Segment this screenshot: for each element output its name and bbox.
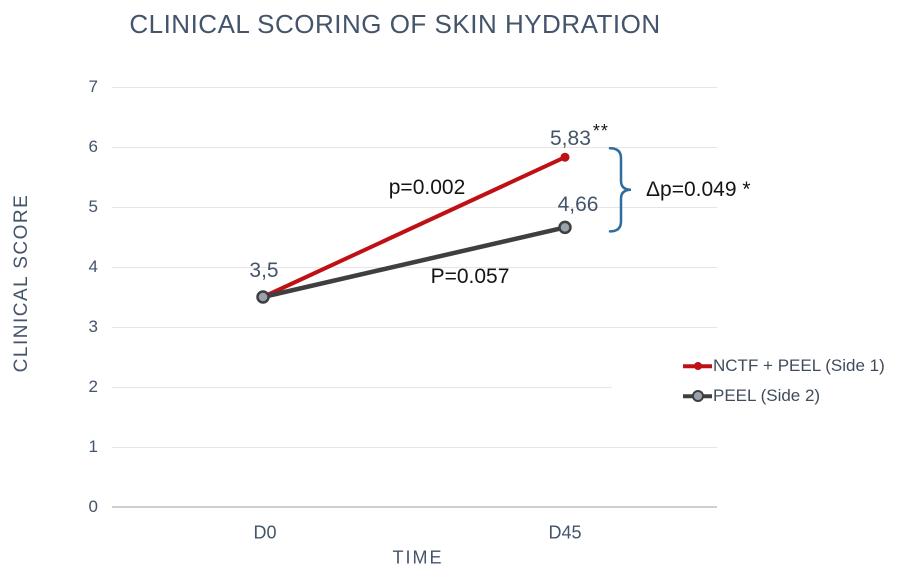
legend: NCTF + PEEL (Side 1) PEEL (Side 2)	[612, 349, 900, 413]
data-label-nctf-d45: 5,83 **	[550, 121, 609, 151]
x-axis-title: TIME	[392, 547, 444, 568]
legend-item-peel: PEEL (Side 2)	[612, 386, 900, 406]
y-tick-label: 3	[88, 317, 98, 336]
legend-marker-gray-line-circle-icon	[683, 390, 712, 402]
gridline	[112, 147, 717, 148]
gridline	[112, 387, 717, 388]
x-axis-baseline	[112, 506, 717, 508]
p-value-nctf: p=0.002	[388, 176, 466, 199]
marker-nctf-d45	[560, 152, 570, 162]
legend-marker-red-line-dot-icon	[683, 360, 712, 372]
gridline	[112, 267, 717, 268]
series-line-peel	[260, 225, 568, 300]
p-value-peel: P=0.057	[430, 265, 510, 288]
chart-title: CLINICAL SCORING OF SKIN HYDRATION	[129, 9, 661, 39]
legend-label-nctf-peel: NCTF + PEEL (Side 1)	[713, 356, 885, 375]
y-tick-label: 6	[88, 137, 98, 156]
delta-brace	[608, 146, 632, 233]
data-label-peel-d45: 4,66	[557, 193, 599, 216]
y-tick-label: 4	[88, 257, 98, 276]
gridline	[112, 327, 717, 328]
gridline	[112, 87, 717, 88]
y-tick-label: 0	[88, 497, 98, 516]
legend-item-nctf-peel: NCTF + PEEL (Side 1)	[612, 356, 900, 376]
significance-stars: **	[592, 121, 609, 141]
legend-label-peel: PEEL (Side 2)	[713, 386, 821, 405]
x-tick-d45: D45	[548, 522, 582, 543]
y-tick-label: 2	[88, 377, 98, 396]
gridline	[112, 447, 717, 448]
data-label-d0-shared: 3,5	[249, 259, 279, 282]
y-tick-label: 7	[88, 77, 98, 96]
gridline	[112, 207, 717, 208]
delta-p-annotation: Δp=0.049 *	[646, 178, 751, 201]
x-tick-d0: D0	[253, 522, 277, 543]
y-tick-label: 1	[88, 437, 98, 456]
marker-peel-d45	[558, 220, 572, 235]
data-label-nctf-d45-value: 5,83	[550, 127, 591, 150]
y-tick-label: 5	[88, 197, 98, 216]
series-line-nctf-peel	[261, 155, 567, 299]
marker-shared-d0	[256, 290, 270, 304]
